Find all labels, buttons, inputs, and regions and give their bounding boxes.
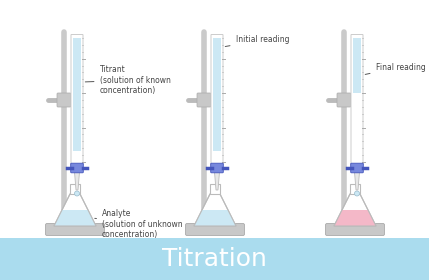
Bar	[213, 38, 221, 151]
Bar	[210, 184, 220, 194]
Text: Titrant
(solution of known
concentration): Titrant (solution of known concentration…	[85, 65, 170, 95]
FancyBboxPatch shape	[185, 223, 245, 235]
Text: Titration: Titration	[162, 247, 267, 271]
Text: Initial reading: Initial reading	[225, 36, 289, 46]
Polygon shape	[214, 172, 220, 190]
FancyBboxPatch shape	[350, 163, 363, 173]
Bar	[73, 38, 81, 151]
Polygon shape	[54, 194, 96, 226]
Polygon shape	[54, 210, 96, 226]
FancyBboxPatch shape	[211, 34, 223, 165]
Text: Analyte
(solution of unknown
concentration): Analyte (solution of unknown concentrati…	[95, 209, 183, 239]
FancyBboxPatch shape	[45, 223, 105, 235]
Polygon shape	[194, 194, 236, 226]
FancyBboxPatch shape	[71, 163, 83, 173]
FancyBboxPatch shape	[351, 34, 363, 165]
Polygon shape	[194, 210, 236, 226]
FancyBboxPatch shape	[326, 223, 384, 235]
Text: Final reading: Final reading	[365, 62, 425, 74]
FancyBboxPatch shape	[57, 93, 71, 107]
Polygon shape	[334, 194, 376, 226]
Bar	[70, 184, 80, 194]
Circle shape	[354, 191, 360, 196]
Circle shape	[75, 191, 79, 196]
FancyBboxPatch shape	[211, 163, 224, 173]
Polygon shape	[334, 210, 376, 226]
Bar	[350, 184, 360, 194]
FancyBboxPatch shape	[337, 93, 351, 107]
FancyBboxPatch shape	[71, 34, 83, 165]
FancyBboxPatch shape	[197, 93, 211, 107]
Polygon shape	[75, 172, 79, 190]
Bar	[0, 238, 429, 280]
Bar	[353, 38, 361, 93]
Polygon shape	[354, 172, 360, 190]
